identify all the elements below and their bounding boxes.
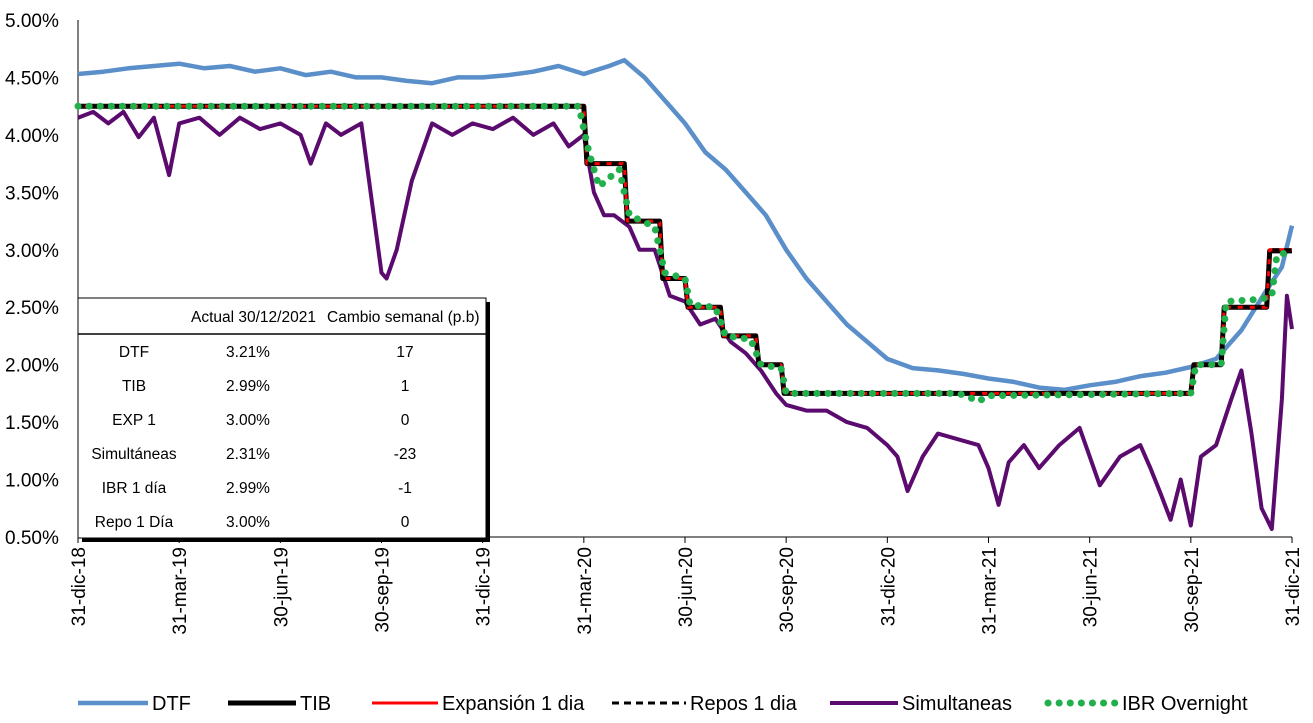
- table-cell: Repo 1 Día: [95, 514, 174, 531]
- table-cell: 3.00%: [226, 514, 270, 531]
- legend: DTF TIB Expansión 1 dia Repos 1 dia Simultan…: [78, 693, 1248, 715]
- x-axis: 31-dic-18 31-mar-19 30-jun-19 30-sep-19 31-d…: [69, 536, 1304, 635]
- table-cell: 3.00%: [226, 412, 270, 429]
- y-axis: 5.00% 4.50% 4.00% 3.50% 3.00% 2.50% 2.00% 1.50%…: [5, 11, 79, 549]
- series-line-dtf: [77, 57, 1295, 393]
- series-line-simultaneas: [77, 109, 1294, 531]
- table-cell: 3.21%: [226, 344, 270, 361]
- table-cell: 1: [401, 378, 410, 395]
- y-tick-label: 4.00%: [5, 126, 59, 147]
- x-tick-label: 30-sep-20: [777, 547, 798, 633]
- x-tick-label: 30-sep-21: [1182, 547, 1203, 633]
- legend-label: IBR Overnight: [1122, 693, 1248, 715]
- table-cell: TIB: [122, 378, 146, 395]
- table-cell: 0: [401, 412, 410, 429]
- table-cell: 17: [396, 344, 413, 361]
- y-tick-label: 1.50%: [5, 413, 59, 434]
- legend-label: DTF: [152, 693, 191, 715]
- table-header-cell: Actual 30/12/2021: [191, 309, 316, 326]
- x-tick-label: 30-jun-21: [1081, 547, 1102, 627]
- x-tick-label: 31-mar-20: [575, 547, 596, 635]
- x-tick-label: 30-jun-19: [271, 547, 292, 627]
- y-tick-label: 0.50%: [5, 528, 59, 549]
- legend-label: Expansión 1 dia: [442, 693, 585, 715]
- table-header-cell: Cambio semanal (p.b): [327, 309, 479, 326]
- table-cell: EXP 1: [112, 412, 156, 429]
- x-tick-label: 31-dic-21: [1283, 547, 1304, 626]
- x-tick-label: 31-mar-21: [980, 547, 1001, 635]
- table-cell: 2.31%: [226, 446, 270, 463]
- y-tick-label: 5.00%: [5, 11, 59, 32]
- table-cell: -23: [394, 446, 416, 463]
- table-cell: IBR 1 día: [102, 480, 167, 497]
- table-cell: 2.99%: [226, 378, 270, 395]
- x-tick-label: 31-dic-20: [878, 547, 899, 626]
- y-tick-label: 2.50%: [5, 298, 59, 319]
- series-line-ibr-overnight: [74, 102, 1296, 405]
- table-cell: 0: [401, 514, 410, 531]
- y-tick-label: 3.00%: [5, 241, 59, 262]
- x-tick-label: 30-jun-20: [676, 547, 697, 627]
- y-tick-label: 2.00%: [5, 356, 59, 377]
- x-tick-label: 31-dic-19: [474, 547, 495, 626]
- x-tick-label: 31-dic-18: [69, 547, 90, 626]
- legend-label: Repos 1 dia: [690, 693, 798, 715]
- table-cell: 2.99%: [226, 480, 270, 497]
- table-cell: Simultáneas: [91, 446, 177, 463]
- table-cell: DTF: [119, 344, 149, 361]
- y-tick-label: 1.00%: [5, 471, 59, 492]
- x-tick-label: 30-sep-19: [373, 547, 394, 633]
- plot-area: [74, 57, 1296, 531]
- y-tick-label: 4.50%: [5, 68, 59, 89]
- y-tick-label: 3.50%: [5, 183, 59, 204]
- table-frame: [77, 297, 487, 539]
- legend-label: TIB: [300, 693, 331, 715]
- x-tick-label: 31-mar-19: [170, 547, 191, 635]
- table-cell: -1: [398, 480, 412, 497]
- legend-label: Simultaneas: [902, 693, 1012, 715]
- summary-table: Actual 30/12/2021 Cambio semanal (p.b) DTF…: [77, 297, 490, 542]
